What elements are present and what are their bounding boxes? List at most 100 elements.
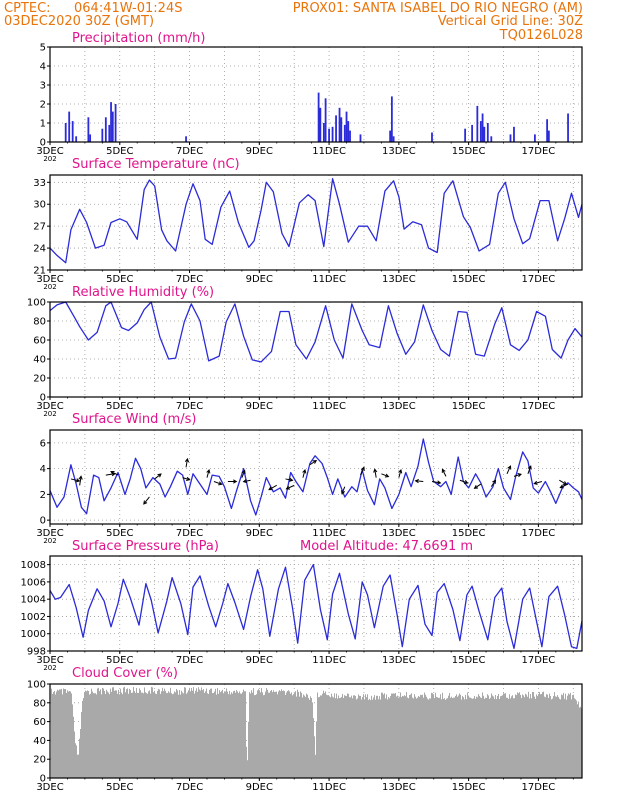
cloud-bar xyxy=(227,691,228,778)
cloud-bar xyxy=(233,691,234,778)
cloud-bar xyxy=(386,694,387,778)
precip-bar xyxy=(108,124,111,142)
y-tick-label: 1004 xyxy=(21,595,46,606)
cloud-bar xyxy=(65,689,66,778)
cloud-bar xyxy=(326,694,327,778)
cloud-bar xyxy=(211,688,212,778)
x-tick-label: 5DEC xyxy=(106,655,133,666)
cloud-bar xyxy=(297,689,298,778)
cloud-bar xyxy=(162,687,163,778)
panel-title: Surface Wind (m/s) xyxy=(72,412,196,427)
cloud-bar xyxy=(462,695,463,778)
cloud-bar xyxy=(543,691,544,778)
x-tick-label: 3DEC xyxy=(36,655,63,666)
wind-vector xyxy=(527,465,532,474)
cloud-bar xyxy=(224,691,225,778)
header-date: 03DEC2020 30Z (GMT) xyxy=(4,14,154,29)
cloud-bar xyxy=(440,694,441,778)
cloud-bar xyxy=(158,688,159,778)
cloud-bar xyxy=(509,694,510,778)
cloud-bar xyxy=(273,690,274,778)
cloud-bar xyxy=(505,693,506,778)
cloud-bar xyxy=(472,698,473,778)
cloud-bar xyxy=(497,695,498,778)
wind-vector xyxy=(143,496,150,505)
cloud-bar xyxy=(194,693,195,778)
wind-vector-head xyxy=(507,465,512,470)
wind-vector xyxy=(302,469,306,478)
cloud-bar xyxy=(362,696,363,778)
cloud-bar xyxy=(421,695,422,778)
cloud-bar xyxy=(556,696,557,778)
cloud-bar xyxy=(559,698,560,778)
cloud-bar xyxy=(225,691,226,778)
y-tick-label: 60 xyxy=(33,717,46,728)
cloud-bar xyxy=(554,692,555,778)
cloud-bar xyxy=(280,691,281,778)
cloud-bar xyxy=(286,692,287,778)
cloud-bar xyxy=(51,688,52,778)
wind-vector-head xyxy=(302,468,307,474)
cloud-bar xyxy=(474,695,475,778)
cloud-bar xyxy=(388,697,389,778)
cloud-bar xyxy=(80,729,81,778)
precip-bar xyxy=(481,113,484,142)
cloud-bar xyxy=(342,693,343,778)
cloud-bar xyxy=(53,692,54,778)
wind-vector-head xyxy=(241,469,246,475)
precip-bar xyxy=(345,111,348,142)
cloud-bar xyxy=(267,689,268,778)
cloud-bar xyxy=(504,693,505,778)
y-tick-label: 20 xyxy=(33,755,46,766)
x-tick-label: 3DEC xyxy=(36,274,63,285)
cloud-bar xyxy=(523,695,524,778)
y-tick-label: 0 xyxy=(40,774,46,785)
precip-bar xyxy=(64,123,67,142)
cloud-bar xyxy=(486,697,487,778)
cloud-bar xyxy=(294,692,295,778)
cloud-bar xyxy=(565,693,566,778)
x-tick-label: 9DEC xyxy=(246,401,273,412)
cloud-bar xyxy=(296,696,297,778)
cloud-bar xyxy=(535,698,536,778)
wind-vector xyxy=(206,469,210,478)
cloud-bar xyxy=(186,693,187,778)
cloud-bar xyxy=(529,698,530,778)
series-line xyxy=(49,301,583,363)
cloud-bar xyxy=(540,694,541,778)
cloud-bar xyxy=(433,694,434,778)
cloud-bar xyxy=(195,690,196,778)
x-tick-label: 7DEC xyxy=(176,782,203,793)
precip-bar xyxy=(359,134,362,142)
cloud-bar xyxy=(438,697,439,778)
cloud-bar xyxy=(94,693,95,778)
cloud-bar xyxy=(312,702,313,778)
cloud-bar xyxy=(167,693,168,778)
cloud-bar xyxy=(357,698,358,778)
cloud-bar xyxy=(328,695,329,778)
cloud-bar xyxy=(221,691,222,778)
precip-bar xyxy=(68,111,71,142)
cloud-bar xyxy=(510,698,511,778)
wind-vector-head xyxy=(242,478,248,484)
cloud-bar xyxy=(190,691,191,778)
wind-vector xyxy=(243,479,251,483)
cloud-bar xyxy=(144,687,145,778)
cloud-bar xyxy=(153,692,154,778)
cloud-bar xyxy=(350,697,351,778)
header-coords: 064:41W-01:24S xyxy=(74,1,182,16)
cloud-bar xyxy=(541,693,542,778)
cloud-bar xyxy=(452,698,453,778)
cloud-bar xyxy=(269,692,270,778)
cloud-bar xyxy=(508,698,509,778)
cloud-bar xyxy=(545,697,546,778)
cloud-bar xyxy=(499,699,500,778)
cloud-bar xyxy=(385,698,386,778)
cloud-bar xyxy=(498,693,499,778)
cloud-bar xyxy=(276,691,277,778)
cloud-bar xyxy=(460,694,461,778)
cloud-bar xyxy=(551,699,552,778)
header-grid-line: Vertical Grid Line: 30Z xyxy=(438,14,583,29)
cloud-bar xyxy=(416,698,417,778)
precip-bar xyxy=(324,98,327,142)
